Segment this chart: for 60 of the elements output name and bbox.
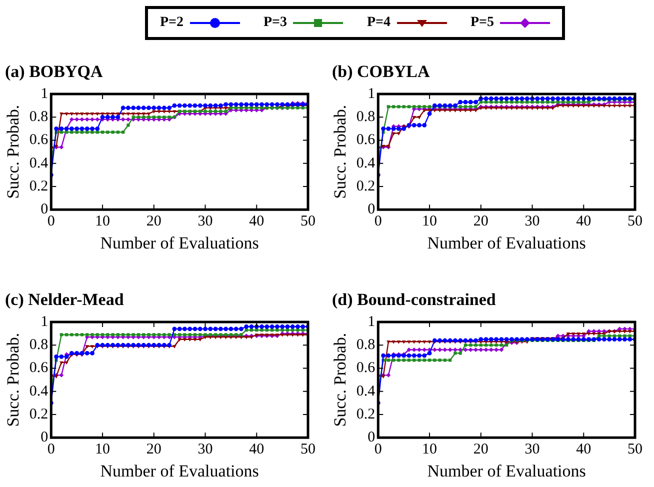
x-axis-title: Number of Evaluations <box>427 233 586 252</box>
x-axis-title: Number of Evaluations <box>100 461 259 480</box>
x-tick-label: 20 <box>473 442 488 458</box>
chart-title: (c) Nelder-Mead <box>5 290 124 310</box>
x-tick-label: 10 <box>95 442 110 458</box>
y-axis-title: Succ. Probab. <box>330 332 350 427</box>
x-tick-label: 50 <box>628 442 642 458</box>
y-tick-label: 1 <box>368 314 376 330</box>
x-tick-label: 50 <box>300 442 316 458</box>
y-tick-label: 0.4 <box>29 383 49 400</box>
x-tick-label: 10 <box>422 442 438 458</box>
y-tick-label: 0.2 <box>29 178 48 194</box>
x-tick-label: 10 <box>95 214 110 230</box>
y-tick-label: 0.8 <box>29 109 48 126</box>
x-tick-label: 40 <box>576 442 592 458</box>
y-tick-label: 1 <box>40 314 48 330</box>
x-tick-label: 30 <box>524 442 540 458</box>
y-axis-title: Succ. Probab. <box>4 104 23 199</box>
y-tick-label: 0 <box>368 430 376 446</box>
x-tick-label: 50 <box>628 214 642 230</box>
y-tick-label: 1 <box>368 86 376 102</box>
chart-title: (d) Bound-constrained <box>332 290 496 310</box>
y-tick-label: 0.2 <box>356 178 376 194</box>
x-tick-label: 40 <box>249 442 264 458</box>
y-axis-title: Succ. Probab. <box>4 332 23 427</box>
y-tick-label: 0 <box>40 430 48 446</box>
x-tick-label: 10 <box>422 214 438 230</box>
y-tick-label: 0.6 <box>356 360 376 376</box>
x-tick-label: 20 <box>146 214 162 230</box>
chart-title: (b) COBYLA <box>332 62 430 82</box>
x-tick-label: 20 <box>473 214 488 230</box>
x-axis-title: Number of Evaluations <box>427 461 586 480</box>
y-tick-label: 0.2 <box>29 406 48 422</box>
legend-label: P=2 <box>160 15 184 31</box>
y-tick-label: 0 <box>40 202 48 218</box>
x-tick-label: 40 <box>249 214 264 230</box>
y-tick-label: 0.8 <box>29 337 48 354</box>
y-tick-label: 0.6 <box>29 132 49 148</box>
y-tick-label: 0.8 <box>356 337 376 354</box>
y-tick-label: 0.6 <box>356 132 376 148</box>
y-tick-label: 0.2 <box>356 406 376 422</box>
x-tick-label: 30 <box>198 442 213 458</box>
legend-label: P=5 <box>470 15 494 31</box>
x-tick-label: 30 <box>524 214 540 230</box>
legend-label: P=4 <box>366 15 391 31</box>
y-tick-label: 0.8 <box>356 109 376 126</box>
y-tick-label: 0.4 <box>29 155 49 172</box>
y-tick-label: 0.6 <box>29 360 49 376</box>
y-tick-label: 0.4 <box>356 155 376 172</box>
y-tick-label: 0.4 <box>356 383 376 400</box>
y-axis-title: Succ. Probab. <box>330 104 350 199</box>
y-tick-label: 1 <box>40 86 48 102</box>
x-tick-label: 20 <box>146 442 162 458</box>
x-tick-label: 30 <box>198 214 213 230</box>
x-tick-label: 50 <box>300 214 316 230</box>
x-tick-label: 40 <box>576 214 592 230</box>
x-axis-title: Number of Evaluations <box>100 233 259 252</box>
y-tick-label: 0 <box>368 202 376 218</box>
chart-title: (a) BOBYQA <box>5 62 103 82</box>
legend-label: P=3 <box>263 15 288 31</box>
